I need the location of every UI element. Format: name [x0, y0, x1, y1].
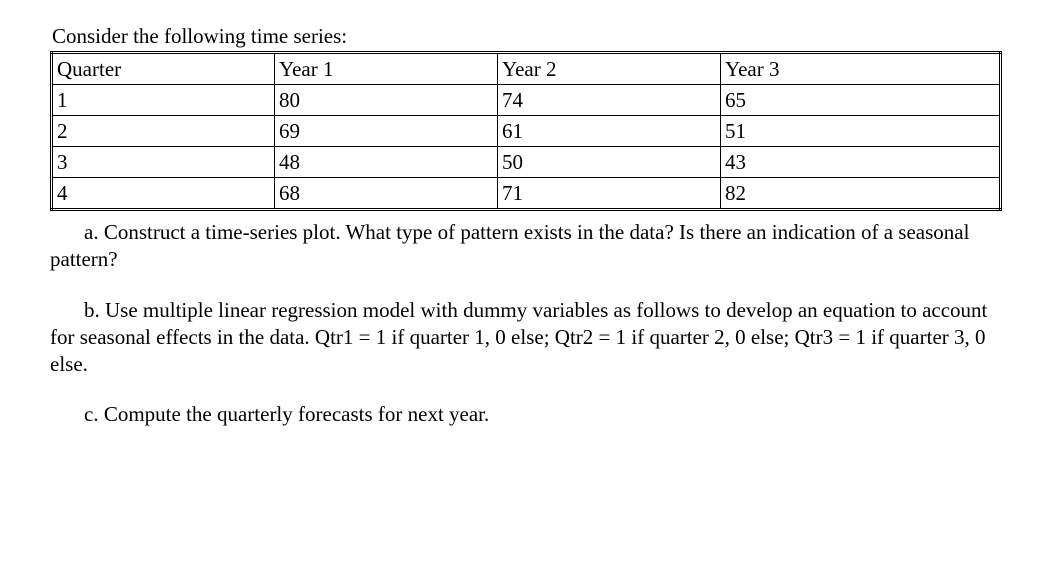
question-a-text: a. Construct a time-series plot. What ty… — [50, 220, 969, 271]
table-header-cell: Year 1 — [275, 53, 498, 85]
table-cell: 1 — [52, 85, 275, 116]
question-a: a. Construct a time-series plot. What ty… — [50, 219, 1002, 273]
content-block: Consider the following time series: Quar… — [50, 24, 1002, 428]
table-header-cell: Year 3 — [721, 53, 1001, 85]
table-cell: 51 — [721, 116, 1001, 147]
table-cell: 65 — [721, 85, 1001, 116]
table-header-cell: Year 2 — [498, 53, 721, 85]
table-row: 1 80 74 65 — [52, 85, 1001, 116]
question-c-text: c. Compute the quarterly forecasts for n… — [84, 402, 489, 426]
table-cell: 71 — [498, 178, 721, 210]
time-series-table: Quarter Year 1 Year 2 Year 3 1 80 74 65 … — [50, 51, 1002, 211]
table-cell: 74 — [498, 85, 721, 116]
table-row: 3 48 50 43 — [52, 147, 1001, 178]
question-b: b. Use multiple linear regression model … — [50, 297, 1002, 378]
table-cell: 4 — [52, 178, 275, 210]
table-cell: 48 — [275, 147, 498, 178]
table-cell: 80 — [275, 85, 498, 116]
table-cell: 50 — [498, 147, 721, 178]
question-b-text: b. Use multiple linear regression model … — [50, 298, 987, 376]
table-cell: 68 — [275, 178, 498, 210]
table-cell: 2 — [52, 116, 275, 147]
table-cell: 61 — [498, 116, 721, 147]
page: Consider the following time series: Quar… — [0, 0, 1052, 584]
question-c: c. Compute the quarterly forecasts for n… — [50, 401, 1002, 428]
table-row: 2 69 61 51 — [52, 116, 1001, 147]
table-cell: 69 — [275, 116, 498, 147]
intro-text: Consider the following time series: — [50, 24, 1002, 49]
table-header-row: Quarter Year 1 Year 2 Year 3 — [52, 53, 1001, 85]
table-cell: 82 — [721, 178, 1001, 210]
table-cell: 43 — [721, 147, 1001, 178]
table-row: 4 68 71 82 — [52, 178, 1001, 210]
table-cell: 3 — [52, 147, 275, 178]
table-header-cell: Quarter — [52, 53, 275, 85]
